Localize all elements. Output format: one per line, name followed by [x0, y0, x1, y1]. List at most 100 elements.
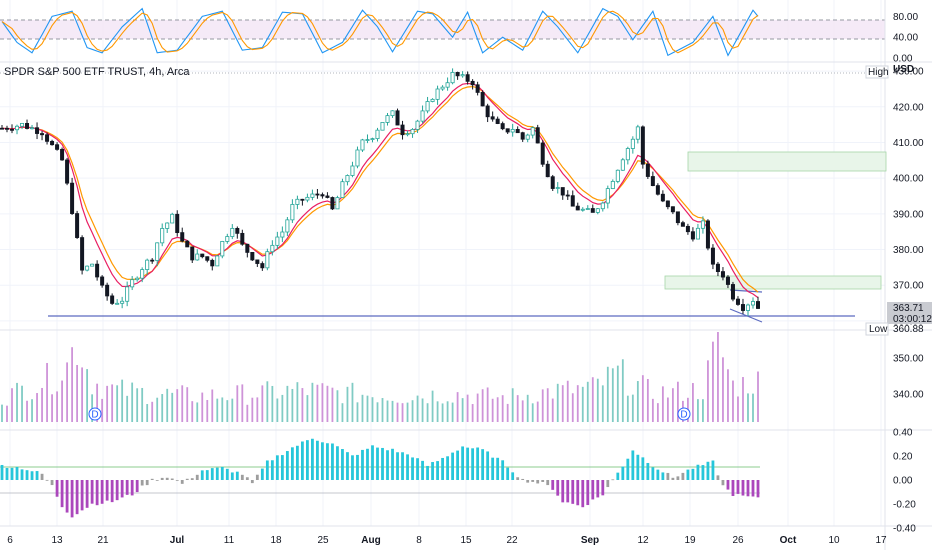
- candle-body: [340, 181, 345, 198]
- macd-bar: [641, 457, 645, 480]
- candle-body: [375, 129, 380, 140]
- macd-bar: [306, 440, 309, 480]
- macd-bar: [486, 451, 490, 480]
- time-tick-label: 13: [51, 535, 63, 546]
- macd-bar: [551, 480, 555, 490]
- candle-body: [210, 259, 215, 267]
- macd-bar: [581, 480, 585, 508]
- volume-bar: [656, 403, 659, 422]
- candle-body: [135, 277, 140, 281]
- macd-bar: [741, 480, 745, 496]
- volume-bar: [81, 367, 84, 422]
- macd-bar: [175, 480, 179, 481]
- volume-bar: [561, 385, 564, 422]
- macd-bar: [396, 452, 399, 480]
- macd-bar: [601, 480, 605, 496]
- volume-bar: [211, 389, 214, 422]
- macd-bar: [731, 480, 735, 496]
- stochastic-tick-label: 80.00: [893, 12, 918, 23]
- macd-bar: [561, 480, 565, 503]
- macd-bar: [621, 466, 625, 480]
- candle-body: [485, 105, 490, 118]
- candle-body: [85, 265, 90, 271]
- candle-body: [355, 149, 360, 167]
- volume-bar: [436, 401, 439, 422]
- volume-bar: [666, 397, 669, 422]
- macd-bar: [726, 480, 730, 490]
- candle-body: [720, 271, 725, 278]
- macd-bar: [361, 449, 364, 480]
- time-tick-label: Sep: [581, 535, 599, 546]
- volume-bar: [737, 396, 739, 422]
- macd-bar: [661, 472, 665, 480]
- volume-bar: [546, 388, 549, 422]
- volume-bar: [6, 405, 8, 422]
- macd-bar: [346, 452, 349, 480]
- stochastic-d-line: [1, 10, 759, 54]
- macd-bar: [50, 480, 54, 486]
- candle-body: [715, 263, 720, 272]
- macd-bar: [461, 446, 465, 480]
- volume-bar: [191, 401, 194, 422]
- macd-bar: [125, 480, 129, 495]
- currency-label: USD: [893, 64, 914, 75]
- candle-body: [390, 110, 395, 117]
- candle-body: [400, 124, 405, 136]
- stochastic-band: [0, 20, 885, 39]
- macd-bar: [230, 472, 234, 480]
- candle-body: [385, 115, 390, 123]
- macd-bar: [366, 448, 369, 480]
- macd-bar: [701, 465, 705, 480]
- volume-bar: [661, 386, 664, 422]
- dividend-marker[interactable]: D: [88, 407, 102, 421]
- macd-bar: [716, 475, 720, 480]
- volume-bar: [261, 385, 264, 422]
- candle-body: [365, 139, 370, 141]
- volume-bar: [101, 398, 104, 422]
- candle-body: [500, 123, 505, 130]
- macd-bar: [15, 466, 19, 480]
- macd-bar: [356, 454, 359, 480]
- macd-bar: [631, 450, 635, 480]
- volume-bar: [376, 402, 379, 422]
- time-tick-label: 18: [270, 535, 282, 546]
- volume-bar: [251, 397, 254, 422]
- candle-body: [620, 159, 625, 171]
- volume-bar: [316, 384, 319, 422]
- candle-body: [200, 253, 205, 258]
- volume-bar: [401, 403, 404, 422]
- candle-body: [645, 163, 650, 177]
- candle-body: [555, 187, 560, 189]
- countdown: 03:00:12: [893, 314, 932, 325]
- macd-bar: [496, 457, 500, 480]
- candle-body: [195, 253, 200, 261]
- macd-bar: [120, 480, 124, 498]
- volume-bar: [231, 398, 234, 422]
- macd-bar: [746, 480, 750, 497]
- macd-bar: [376, 447, 379, 480]
- volume-bar: [166, 388, 169, 422]
- ema-slow: [1, 85, 759, 293]
- volume-bar: [276, 398, 279, 422]
- volume-bar: [671, 388, 674, 422]
- volume-bar: [216, 398, 219, 422]
- candle-body: [335, 197, 340, 210]
- volume-bar: [581, 386, 584, 422]
- volume-bar: [421, 398, 424, 422]
- volume-bar: [31, 399, 33, 422]
- price-tick-label: 430.00: [893, 67, 924, 78]
- volume-bar: [116, 385, 119, 422]
- candle-body: [435, 88, 440, 100]
- candle-body: [10, 128, 15, 131]
- macd-bar: [656, 469, 660, 480]
- candle-body: [535, 127, 540, 144]
- volume-bar: [186, 387, 189, 422]
- candle-body: [570, 195, 575, 207]
- candle-body: [756, 301, 761, 309]
- volume-bar: [606, 366, 609, 422]
- macd-bar: [180, 480, 184, 484]
- volume-bar: [631, 394, 634, 422]
- macd-bar: [0, 464, 4, 480]
- dividend-marker[interactable]: D: [677, 407, 691, 421]
